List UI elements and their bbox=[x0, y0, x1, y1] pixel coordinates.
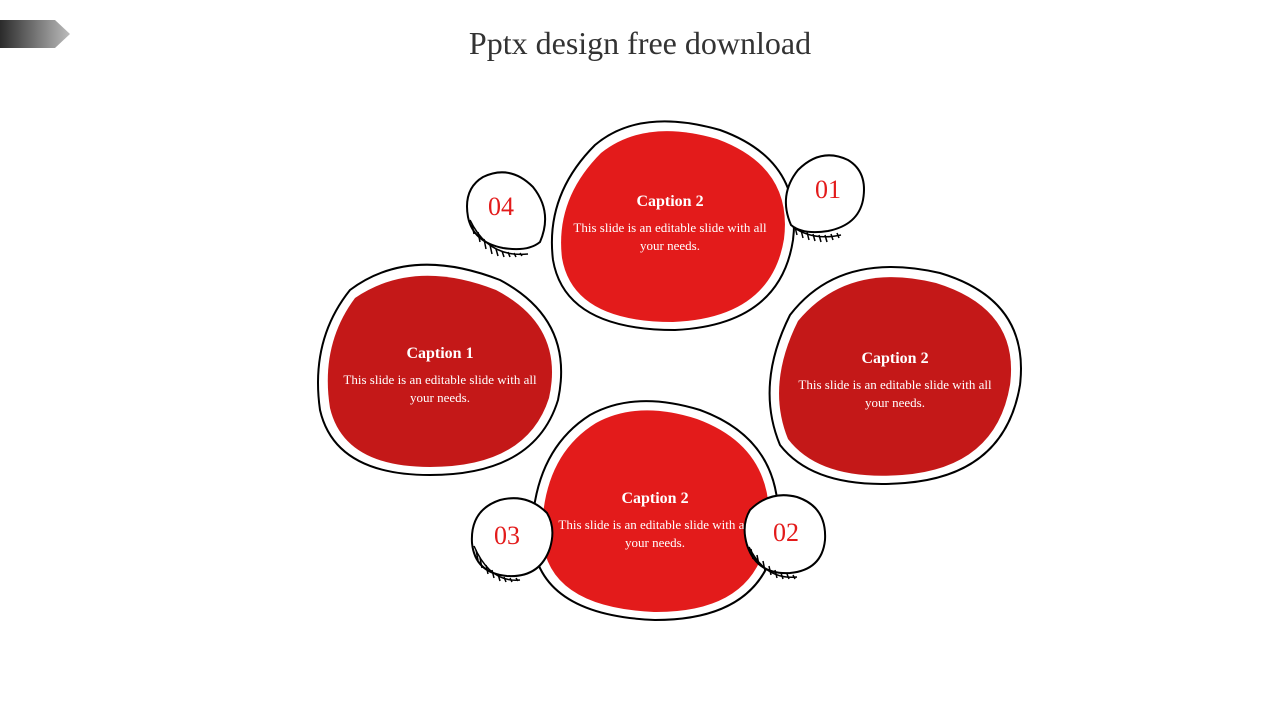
number-tag-01: 01 bbox=[773, 145, 873, 250]
blob-top-desc: This slide is an editable slide with all… bbox=[570, 219, 770, 255]
number-tag-04: 04 bbox=[458, 162, 558, 267]
blob-bottom-desc: This slide is an editable slide with all… bbox=[555, 516, 755, 552]
blob-top-caption: Caption 2 bbox=[570, 193, 770, 211]
number-02-label: 02 bbox=[773, 518, 799, 548]
blob-left-caption: Caption 1 bbox=[340, 345, 540, 363]
blob-bottom-caption: Caption 2 bbox=[555, 490, 755, 508]
number-04-label: 04 bbox=[488, 192, 514, 222]
corner-arrow-decoration bbox=[0, 20, 70, 48]
number-01-label: 01 bbox=[815, 175, 841, 205]
slide-title: Pptx design free download bbox=[469, 25, 811, 62]
blob-top: Caption 2 This slide is an editable slid… bbox=[535, 115, 805, 345]
number-tag-03: 03 bbox=[462, 488, 562, 593]
number-03-label: 03 bbox=[494, 521, 520, 551]
blob-left-desc: This slide is an editable slide with all… bbox=[340, 371, 540, 407]
blob-right-caption: Caption 2 bbox=[795, 350, 995, 368]
number-tag-02: 02 bbox=[735, 485, 835, 590]
blob-diagram: Caption 1 This slide is an editable slid… bbox=[240, 100, 1040, 660]
blob-right-desc: This slide is an editable slide with all… bbox=[795, 376, 995, 412]
